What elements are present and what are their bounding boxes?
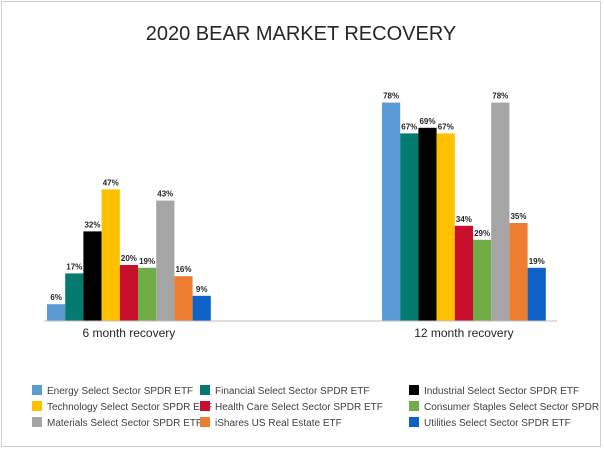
legend-swatch-3	[32, 401, 42, 411]
value-label-0-1: 17%	[66, 262, 82, 271]
category-label-0: 6 month recovery	[83, 326, 176, 340]
value-label-0-6: 43%	[157, 190, 173, 199]
legend-label-4: Health Care Select Sector SPDR ETF	[215, 402, 383, 413]
chart-title: 2020 BEAR MARKET RECOVERY	[146, 23, 457, 45]
legend-label-7: iShares US Real Estate ETF	[215, 418, 342, 429]
value-label-1-8: 19%	[529, 257, 545, 266]
bar-0-6	[156, 200, 175, 321]
bar-1-4	[454, 225, 473, 321]
legend-label-5: Consumer Staples Select Sector SPDR ETF	[424, 402, 602, 413]
value-label-0-7: 16%	[175, 265, 191, 274]
value-label-1-2: 69%	[419, 117, 435, 126]
value-label-1-5: 29%	[474, 229, 490, 238]
value-label-1-4: 34%	[456, 215, 472, 224]
legend-label-3: Technology Select Sector SPDR ETF	[47, 402, 212, 413]
value-label-0-0: 6%	[50, 293, 62, 302]
bar-1-2	[418, 127, 437, 321]
value-label-0-2: 32%	[84, 220, 100, 229]
bar-0-8	[192, 295, 211, 321]
legend-swatch-4	[200, 401, 210, 411]
value-label-1-6: 78%	[492, 92, 508, 101]
category-label-1: 12 month recovery	[414, 326, 513, 340]
bar-0-0	[47, 304, 66, 321]
bar-1-6	[491, 102, 510, 321]
bar-0-3	[101, 189, 120, 321]
value-label-1-3: 67%	[438, 122, 454, 131]
legend-swatch-6	[32, 417, 42, 427]
legend-label-6: Materials Select Sector SPDR ETF	[47, 418, 202, 429]
value-label-1-1: 67%	[401, 122, 417, 131]
value-label-0-5: 19%	[139, 257, 155, 266]
bar-1-7	[509, 223, 528, 321]
bar-0-4	[119, 265, 138, 321]
value-label-1-0: 78%	[383, 92, 399, 101]
legend-label-1: Financial Select Sector SPDR ETF	[215, 386, 370, 397]
bar-0-7	[174, 276, 193, 321]
bar-1-3	[436, 133, 455, 321]
legend-swatch-8	[409, 417, 419, 427]
legend-swatch-0	[32, 385, 42, 395]
bar-0-5	[138, 267, 157, 321]
legend-swatch-2	[409, 385, 419, 395]
value-label-0-8: 9%	[196, 285, 208, 294]
legend-label-2: Industrial Select Sector SPDR ETF	[424, 386, 579, 397]
bar-0-1	[65, 273, 84, 321]
value-label-0-3: 47%	[103, 178, 119, 187]
value-label-0-4: 20%	[121, 254, 137, 263]
bar-1-1	[400, 133, 419, 321]
legend: Energy Select Sector SPDR ETF Technology …	[32, 385, 602, 429]
bar-0-2	[83, 231, 102, 321]
bars-group	[47, 102, 546, 321]
legend-label-0: Energy Select Sector SPDR ETF	[47, 386, 193, 397]
bar-1-5	[473, 239, 492, 321]
category-labels-group: 6 month recovery 12 month recovery	[83, 326, 514, 340]
legend-label-8: Utilities Select Sector SPDR ETF	[424, 418, 571, 429]
legend-swatch-1	[200, 385, 210, 395]
legend-swatch-7	[200, 417, 210, 427]
bar-1-8	[527, 267, 546, 321]
legend-swatch-5	[409, 401, 419, 411]
bar-1-0	[382, 102, 401, 321]
value-labels-group: 6%17%32%47%20% 19%43%16%9%78%67%69%67%34%…	[50, 92, 544, 303]
value-label-1-7: 35%	[510, 212, 526, 221]
